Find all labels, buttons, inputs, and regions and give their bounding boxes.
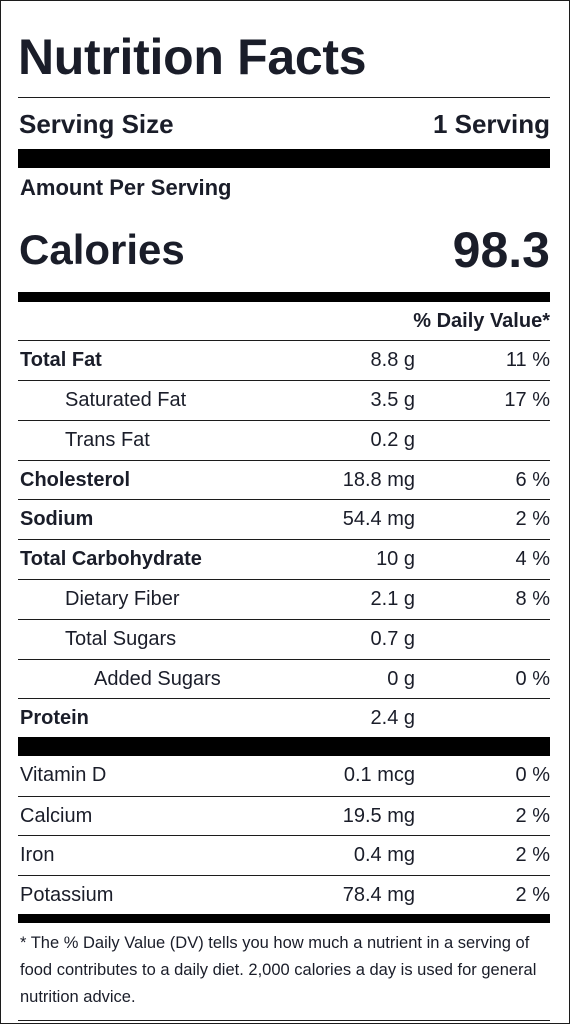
nutrient-name: Dietary Fiber	[65, 588, 180, 610]
nutrient-daily-value: 6 %	[515, 469, 550, 491]
nutrient-daily-value: 2 %	[515, 508, 550, 530]
nutrient-name: Protein	[20, 707, 89, 729]
thick-divider	[18, 914, 550, 923]
nutrient-daily-value: 2 %	[515, 805, 550, 827]
calories-label: Calories	[19, 226, 185, 273]
nutrient-amount: 0.1 mcg	[343, 764, 415, 786]
nutrient-row-sodium: Sodium 54.4 mg 2 %	[18, 499, 550, 538]
nutrient-name: Vitamin D	[20, 764, 107, 786]
vitamin-row-potassium: Potassium 78.4 mg 2 %	[18, 875, 550, 914]
nutrient-daily-value: 4 %	[515, 548, 550, 570]
nutrient-amount: 54.4 mg	[342, 508, 415, 530]
vitamin-row-calcium: Calcium 19.5 mg 2 %	[18, 796, 550, 835]
label-title: Nutrition Facts	[18, 29, 367, 85]
nutrient-row-total-sugars: Total Sugars 0.7 g	[18, 619, 550, 658]
nutrient-row-total-fat: Total Fat 8.8 g 11 %	[18, 340, 550, 379]
nutrient-name: Total Carbohydrate	[20, 548, 202, 570]
nutrient-name: Cholesterol	[20, 469, 131, 491]
divider	[18, 1020, 550, 1021]
serving-size-label: Serving Size	[19, 109, 174, 139]
nutrient-row-trans-fat: Trans Fat 0.2 g	[18, 420, 550, 459]
vitamin-row-vitamin-d: Vitamin D 0.1 mcg 0 %	[18, 756, 550, 795]
nutrient-amount: 2.4 g	[370, 707, 415, 729]
daily-value-header: % Daily Value*	[413, 310, 550, 332]
nutrient-daily-value: 2 %	[515, 844, 550, 866]
nutrient-daily-value: 8 %	[515, 588, 550, 610]
nutrient-daily-value: 11 %	[505, 349, 550, 371]
nutrient-amount: 0.7 g	[370, 628, 415, 650]
nutrient-name: Total Fat	[20, 349, 102, 371]
nutrient-amount: 10 g	[376, 548, 415, 570]
nutrient-name: Sodium	[20, 508, 94, 530]
thick-divider	[18, 292, 550, 302]
serving-size-value: 1 Serving	[432, 109, 550, 139]
nutrient-amount: 0 g	[387, 668, 415, 690]
nutrient-name: Added Sugars	[94, 668, 221, 690]
nutrient-amount: 3.5 g	[370, 389, 415, 411]
nutrient-amount: 2.1 g	[370, 588, 415, 610]
divider	[18, 97, 550, 98]
nutrient-name: Iron	[20, 844, 55, 866]
nutrient-amount: 0.4 mg	[353, 844, 415, 866]
nutrient-amount: 18.8 mg	[342, 469, 415, 491]
nutrient-row-protein: Protein 2.4 g	[18, 698, 550, 737]
nutrient-row-total-carbohydrate: Total Carbohydrate 10 g 4 %	[18, 539, 550, 578]
nutrient-name: Calcium	[20, 805, 93, 827]
nutrient-amount: 0.2 g	[370, 429, 415, 451]
nutrient-amount: 8.8 g	[370, 349, 415, 371]
thick-divider	[18, 149, 550, 168]
daily-value-footnote: * The % Daily Value (DV) tells you how m…	[20, 934, 537, 1006]
nutrient-row-saturated-fat: Saturated Fat 3.5 g 17 %	[18, 380, 550, 419]
nutrient-row-added-sugars: Added Sugars 0 g 0 %	[18, 659, 550, 698]
nutrient-name: Trans Fat	[65, 429, 150, 451]
nutrient-daily-value: 0 %	[515, 668, 550, 690]
thick-divider	[18, 737, 550, 756]
nutrient-amount: 19.5 mg	[342, 805, 415, 827]
serving-size-row: Serving Size 1 Serving	[18, 102, 550, 146]
nutrition-label-body: Nutrition Facts Serving Size 1 Serving A…	[18, 1, 550, 1023]
nutrient-row-dietary-fiber: Dietary Fiber 2.1 g 8 %	[18, 579, 550, 618]
nutrient-daily-value: 17 %	[504, 389, 550, 411]
nutrient-daily-value: 2 %	[515, 884, 550, 906]
nutrient-daily-value: 0 %	[515, 764, 550, 786]
amount-per-serving: Amount Per Serving	[20, 175, 232, 200]
nutrient-row-cholesterol: Cholesterol 18.8 mg 6 %	[18, 460, 550, 499]
nutrient-name: Saturated Fat	[65, 389, 187, 411]
nutrient-name: Total Sugars	[65, 628, 177, 650]
nutrient-amount: 78.4 mg	[342, 884, 415, 906]
calories-value: 98.3	[452, 222, 550, 278]
vitamin-row-iron: Iron 0.4 mg 2 %	[18, 835, 550, 874]
nutrient-name: Potassium	[20, 884, 114, 906]
